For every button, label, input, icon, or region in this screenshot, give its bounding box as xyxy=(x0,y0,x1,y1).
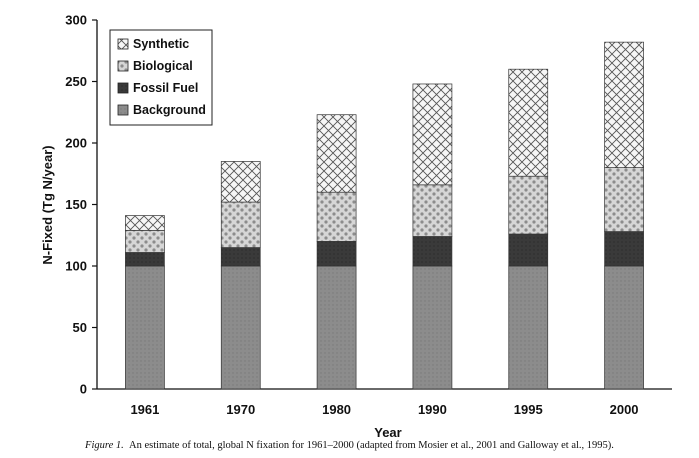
bar-segment-biological xyxy=(125,229,165,253)
bar-segment-biological xyxy=(220,201,261,248)
caption-label: Figure 1. xyxy=(85,440,124,451)
x-tick-label: 1961 xyxy=(130,402,159,417)
bar-segment-synthetic xyxy=(316,114,357,193)
bar-segment-fossil-fuel xyxy=(604,231,644,267)
bar-segment-background xyxy=(604,265,644,390)
bar-segment-fossil-fuel xyxy=(316,241,357,267)
bars xyxy=(125,41,644,390)
figure-caption: Figure 1. An estimate of total, global N… xyxy=(0,440,699,451)
x-axis-title: Year xyxy=(374,425,401,440)
y-tick-label: 100 xyxy=(65,259,87,274)
bar-segment-fossil-fuel xyxy=(508,233,549,267)
y-tick-label: 250 xyxy=(65,74,87,89)
bar-segment-synthetic xyxy=(604,41,644,168)
bar-segment-background xyxy=(316,265,357,390)
legend-swatch-synthetic xyxy=(117,38,129,50)
legend-swatch-fossil-fuel xyxy=(117,82,129,94)
y-tick-label: 0 xyxy=(80,382,87,397)
legend: Synthetic Biological Fossil Fuel Backgro… xyxy=(109,29,213,126)
bar-segment-fossil-fuel xyxy=(412,236,453,267)
bar-segment-synthetic xyxy=(412,83,453,186)
x-tick-label: 1995 xyxy=(514,402,543,417)
bar-segment-biological xyxy=(508,175,549,235)
legend-swatch-biological xyxy=(117,60,129,72)
x-tick-label: 1980 xyxy=(322,402,351,417)
bar-segment-fossil-fuel xyxy=(220,247,261,267)
bar-segment-background xyxy=(125,265,165,390)
y-tick-label: 200 xyxy=(65,136,87,151)
y-tick-label: 150 xyxy=(65,197,87,212)
bar-segment-synthetic xyxy=(508,68,549,177)
x-tick-label: 1990 xyxy=(418,402,447,417)
caption-text: An estimate of total, global N fixation … xyxy=(129,440,614,451)
y-axis-title: N-Fixed (Tg N/year) xyxy=(40,145,55,264)
bar-segment-biological xyxy=(412,184,453,237)
legend-swatch-background xyxy=(117,104,129,116)
y-tick-label: 50 xyxy=(73,320,87,335)
x-ticks: 1961 1970 1980 1990 1995 2000 xyxy=(130,402,638,417)
bar-segment-biological xyxy=(604,167,644,232)
legend-label-biological: Biological xyxy=(133,59,193,73)
legend-label-background: Background xyxy=(133,103,206,117)
bar-segment-synthetic xyxy=(125,215,165,231)
x-tick-label: 1970 xyxy=(226,402,255,417)
bar-segment-background xyxy=(412,265,453,390)
bar-segment-background xyxy=(220,265,261,390)
y-ticks: 0 50 100 150 200 250 300 xyxy=(65,13,97,397)
bar-segment-background xyxy=(508,265,549,390)
bar-segment-biological xyxy=(316,191,357,242)
y-tick-label: 300 xyxy=(65,13,87,28)
legend-label-fossil-fuel: Fossil Fuel xyxy=(133,81,198,95)
x-tick-label: 2000 xyxy=(610,402,639,417)
bar-segment-synthetic xyxy=(220,161,261,203)
legend-label-synthetic: Synthetic xyxy=(133,37,189,51)
bar-segment-fossil-fuel xyxy=(125,252,165,267)
